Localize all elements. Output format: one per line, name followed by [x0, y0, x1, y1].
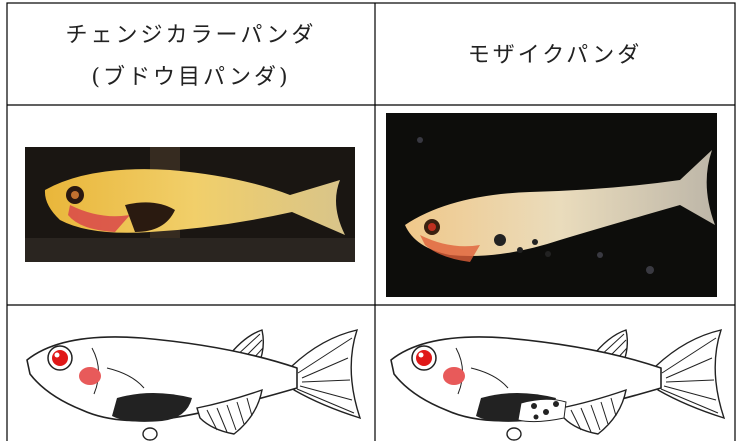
mosaic-dot	[533, 414, 539, 420]
photo	[386, 113, 717, 297]
mosaic-dot	[553, 401, 559, 407]
table-border	[6, 2, 736, 441]
mosaic-dot	[531, 403, 537, 409]
mosaic-patch	[517, 398, 567, 423]
illustration	[390, 329, 725, 441]
mosaic-dot	[543, 409, 549, 415]
column-title: チェンジカラーパンダ	[66, 23, 317, 48]
illustration	[26, 329, 361, 441]
column-subtitle: (ブドウ目パンダ)	[91, 65, 290, 90]
column-title: モザイクパンダ	[468, 43, 643, 68]
photo	[25, 147, 355, 262]
